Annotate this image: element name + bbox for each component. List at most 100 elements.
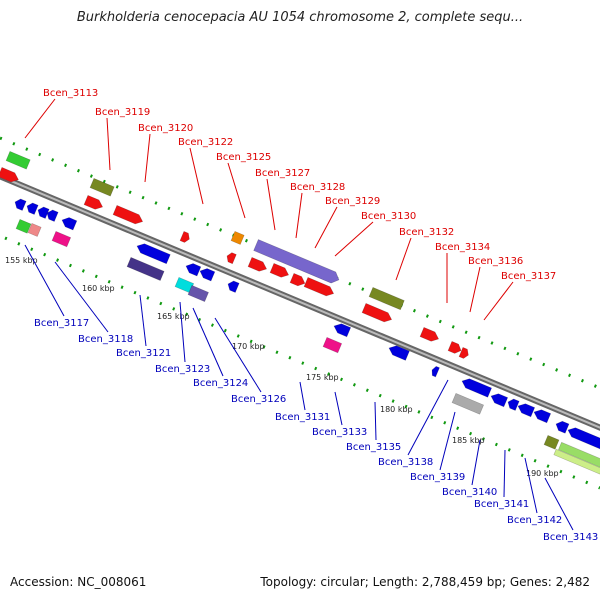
scale-label-6: 185 kbp: [452, 436, 485, 445]
gene-block-shape: [333, 323, 352, 338]
gene-block-shape: [447, 340, 462, 354]
gene-block-shape: [458, 346, 469, 359]
leader-line-below: [139, 294, 147, 347]
gene-block: [27, 222, 42, 237]
gene-block-shape: [555, 420, 570, 434]
accession-label: Accession: NC_008061: [10, 575, 147, 589]
gene-label-above: Bcen_3122: [178, 137, 233, 148]
gene-block-shape: [567, 427, 600, 451]
leader-line-above: [469, 266, 481, 313]
gene-block-shape: [27, 222, 42, 237]
leader-line-below: [524, 457, 538, 514]
gene-block-shape: [37, 206, 50, 219]
gene-block: [567, 427, 600, 451]
gene-label-below: Bcen_3123: [155, 364, 210, 375]
gene-block-shape: [431, 365, 440, 378]
leader-line-above: [314, 206, 338, 249]
gene-block: [543, 434, 560, 450]
map-title: Burkholderia cenocepacia AU 1054 chromos…: [76, 10, 524, 25]
gene-label-above: Bcen_3136: [468, 256, 523, 267]
gene-block-shape: [543, 434, 560, 450]
gene-block: [136, 243, 171, 265]
gene-block: [461, 378, 492, 398]
leader-line-above: [295, 192, 303, 239]
gene-block: [179, 230, 190, 243]
gene-block: [199, 268, 216, 282]
gene-block: [269, 262, 290, 278]
gene-block: [61, 217, 78, 231]
gene-label-above: Bcen_3129: [325, 196, 380, 207]
gene-block-shape: [253, 239, 340, 284]
tick-track-lower: [4, 236, 600, 490]
gene-block: [89, 177, 115, 197]
gene-block-shape: [83, 194, 104, 210]
gene-block: [322, 336, 343, 354]
gene-block: [83, 194, 104, 210]
gene-label-below: Bcen_3142: [507, 515, 562, 526]
scale-label-2: 165 kbp: [157, 312, 190, 321]
gene-label-above: Bcen_3125: [216, 152, 271, 163]
leader-line-above: [144, 133, 151, 183]
gene-label-above: Bcen_3132: [399, 227, 454, 238]
gene-block: [361, 302, 393, 323]
gene-block: [447, 340, 462, 354]
gene-label-below: Bcen_3124: [193, 378, 248, 389]
leader-line-below: [374, 401, 377, 441]
leader-line-above: [334, 221, 374, 257]
leader-line-above: [106, 117, 111, 171]
scale-label-4: 175 kbp: [306, 373, 339, 382]
gene-block-shape: [289, 272, 306, 287]
leader-line-below: [214, 317, 262, 393]
gene-label-above: Bcen_3128: [290, 182, 345, 193]
gene-block: [51, 230, 72, 248]
leader-line-above: [24, 98, 56, 139]
gene-block-shape: [51, 230, 72, 248]
gene-block-shape: [226, 252, 237, 265]
leader-line-above: [395, 237, 412, 281]
gene-block: [5, 150, 31, 170]
gene-block: [247, 256, 268, 272]
gene-block-shape: [227, 280, 240, 293]
gene-block-shape: [461, 378, 492, 398]
gene-label-above: Bcen_3113: [43, 88, 98, 99]
gene-block: [46, 209, 59, 222]
axis-highlight: [0, 175, 600, 429]
leader-line-below: [299, 381, 306, 411]
topology-label: Topology: circular; Length: 2,788,459 bp…: [260, 575, 590, 589]
gene-block-shape: [247, 256, 268, 272]
gene-block: [0, 166, 19, 183]
leader-line-below: [192, 307, 224, 377]
gene-label-below: Bcen_3139: [410, 472, 465, 483]
gene-block: [227, 280, 240, 293]
gene-block-shape: [322, 336, 343, 354]
gene-block-shape: [187, 284, 209, 302]
gene-block-shape: [558, 441, 600, 470]
scale-label-5: 180 kbp: [380, 405, 413, 414]
gene-block: [126, 256, 165, 281]
leader-line-below: [544, 477, 574, 531]
gene-block-shape: [14, 198, 27, 211]
gene-label-below: Bcen_3133: [312, 427, 367, 438]
scale-label-0: 155 kbp: [5, 256, 38, 265]
gene-block-shape: [517, 403, 536, 418]
gene-block-shape: [185, 263, 202, 277]
leader-line-above: [227, 162, 246, 219]
gene-label-below: Bcen_3121: [116, 348, 171, 359]
leader-line-above: [483, 281, 514, 321]
gene-block-shape: [61, 217, 78, 231]
gene-block-shape: [361, 302, 393, 323]
gene-block: [303, 276, 335, 297]
gene-block-shape: [269, 262, 290, 278]
leader-line-below: [503, 449, 506, 498]
scale-label-7: 190 kbp: [526, 469, 559, 478]
gene-block-shape: [126, 256, 165, 281]
gene-block: [226, 252, 237, 265]
gene-block-shape: [388, 345, 410, 361]
gene-label-below: Bcen_3141: [474, 499, 529, 510]
gene-label-below: Bcen_3140: [442, 487, 497, 498]
gene-label-above: Bcen_3120: [138, 123, 193, 134]
gene-block: [15, 218, 32, 234]
gene-block: [388, 345, 410, 361]
gene-label-below: Bcen_3131: [275, 412, 330, 423]
